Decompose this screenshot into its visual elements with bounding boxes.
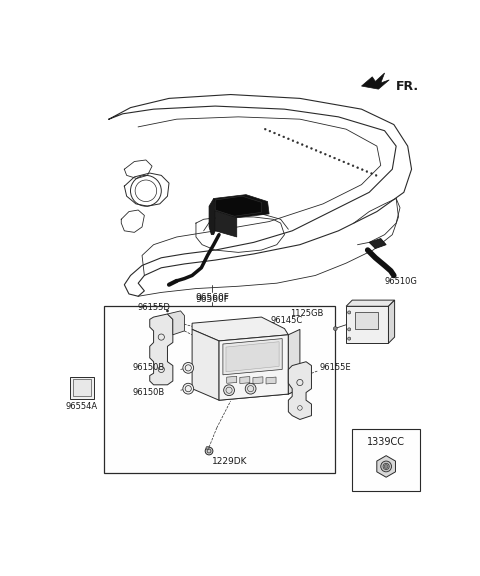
Text: 96155E: 96155E [319,363,351,372]
Circle shape [224,385,234,396]
Text: 96145C: 96145C [271,316,303,325]
Polygon shape [219,335,288,400]
Circle shape [306,146,308,147]
Circle shape [348,328,351,331]
Text: 96510G: 96510G [384,277,418,286]
Bar [71,377,94,399]
Circle shape [381,461,392,472]
Circle shape [301,143,303,146]
Circle shape [245,383,256,394]
Polygon shape [215,196,262,216]
Bar [104,305,335,473]
Polygon shape [266,377,276,384]
Circle shape [183,383,193,394]
Circle shape [274,132,276,134]
Circle shape [338,159,340,161]
Circle shape [348,163,349,165]
Bar [73,380,91,396]
Polygon shape [150,314,173,385]
Circle shape [361,169,363,170]
Circle shape [205,447,213,455]
Text: 96560F: 96560F [195,293,229,302]
Circle shape [166,310,168,312]
Text: 96560F: 96560F [195,295,229,305]
Circle shape [329,155,331,157]
Polygon shape [240,377,250,384]
Circle shape [384,464,388,468]
Polygon shape [288,329,300,394]
Circle shape [348,337,351,340]
Polygon shape [209,199,215,234]
Circle shape [375,175,377,176]
Circle shape [292,140,294,142]
Polygon shape [253,377,263,384]
Bar [355,312,378,329]
Bar [346,306,388,343]
Polygon shape [288,362,312,419]
Polygon shape [168,311,184,335]
Polygon shape [227,376,237,383]
Polygon shape [369,238,386,248]
Circle shape [366,170,368,172]
Circle shape [315,149,317,151]
Circle shape [320,151,322,153]
Circle shape [324,153,326,155]
Text: 1125GB: 1125GB [289,309,323,319]
Text: 96150B: 96150B [132,388,164,397]
Text: 96155D: 96155D [138,304,171,312]
Text: 96554A: 96554A [66,402,98,411]
Circle shape [334,157,336,159]
Circle shape [183,362,193,373]
Circle shape [278,134,280,136]
Circle shape [288,138,289,140]
Polygon shape [223,339,282,375]
Polygon shape [192,317,288,341]
Circle shape [206,446,209,449]
Polygon shape [226,342,279,372]
Text: FR.: FR. [396,80,419,93]
Bar [352,430,420,491]
Circle shape [357,167,359,169]
Text: 1339CC: 1339CC [367,437,405,447]
Polygon shape [214,195,269,218]
Circle shape [311,147,312,149]
Circle shape [334,327,337,331]
Polygon shape [388,300,395,343]
Polygon shape [346,300,395,306]
Circle shape [283,136,285,138]
Circle shape [371,173,372,175]
Circle shape [269,130,271,132]
Polygon shape [192,329,219,400]
Circle shape [352,165,354,166]
Text: 96150B: 96150B [132,363,164,372]
Circle shape [343,161,345,163]
Polygon shape [361,73,389,89]
Circle shape [297,142,299,143]
Polygon shape [215,211,237,237]
Polygon shape [377,456,396,478]
Circle shape [348,311,351,314]
Circle shape [264,128,266,130]
Text: 1229DK: 1229DK [212,457,248,466]
